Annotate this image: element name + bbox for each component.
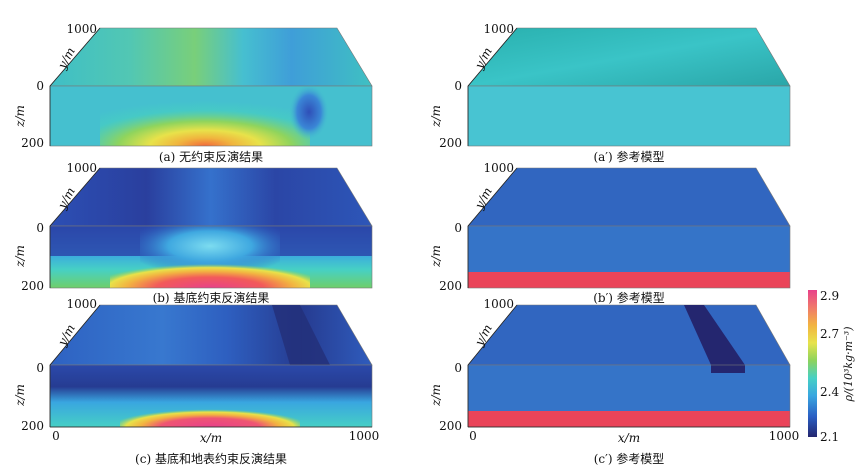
panel-b-top-face [49,167,373,227]
panel-c-prime-surface-bar-front [711,365,745,373]
panel-c-prime-basement [468,411,790,427]
panel-a-prime-y-axis-line [467,27,518,87]
panel-c-prime: 1000 y/m 0 200 z/m 0 1000 x/m (c′) 参考模型 [429,297,799,466]
panel-c: 1000 y/m 0 200 z/m 0 1000 x/m (c) 基底和地表约… [13,297,379,466]
panel-c-prime-x-label: x/m [618,431,640,445]
panel-b-prime: 1000 y/m 0 200 z/m (b′) 参考模型 [429,161,791,305]
panel-c-prime-z-tick-200: 200 [439,419,462,433]
panel-b-prime-y-tick: 1000 [483,161,514,175]
panel-b-prime-z-label: z/m [429,245,443,268]
colorbar-tick-2.4: 2.4 [820,385,839,399]
panel-b-z-label: z/m [13,245,27,268]
colorbar-gradient [808,290,817,437]
panel-b-y-tick: 1000 [66,161,97,175]
colorbar-label: ρ/(10³kg·m⁻³) [842,326,855,402]
panel-a-y-axis-line [49,27,101,87]
panel-b-y-axis-line [49,167,101,227]
panel-a-z-tick-0: 0 [36,79,44,93]
panel-c-prime-y-tick: 1000 [483,297,514,311]
panel-c-top-dark-strip [272,305,330,365]
panel-b: 1000 y/m 0 200 z/m (b) 基底约束反演结果 [13,161,373,305]
panel-c-prime-z-tick-0: 0 [454,361,462,375]
panel-c-z-tick-0: 0 [36,361,44,375]
panel-b-z-tick-0: 0 [36,221,44,235]
panel-c-basement-bulge [120,395,300,427]
panel-c-prime-y-axis-line [467,304,518,366]
panel-c-prime-caption: (c′) 参考模型 [594,451,665,466]
panel-a-z-tick-200: 200 [21,136,44,150]
panel-c-prime-z-label: z/m [429,384,443,407]
panel-a-caption: (a) 无约束反演结果 [159,149,263,164]
panel-b-z-tick-200: 200 [21,279,44,293]
panel-b-prime-front-face [468,226,790,272]
panel-a-top-face [49,27,373,87]
panel-a-prime-caption: (a′) 参考模型 [593,149,664,164]
panel-a-blob [100,86,310,146]
panel-a: 1000 y/m 0 200 z/m (a) 无约束反演结果 [13,22,373,164]
panel-b-prime-z-tick-0: 0 [454,221,462,235]
colorbar: 2.9 2.7 2.4 2.1 ρ/(10³kg·m⁻³) [808,289,855,444]
panel-a-prime-z-label: z/m [429,105,443,128]
panel-c-prime-x-tick-0: 0 [469,429,477,443]
panel-a-prime-front-face [467,85,791,147]
panel-c-prime-front-face [468,373,790,411]
colorbar-tick-2.1: 2.1 [820,430,839,444]
panel-c-y-tick: 1000 [66,297,97,311]
panel-b-prime-y-axis-line [467,167,518,227]
panel-c-x-tick-0: 0 [52,429,60,443]
panel-b-caption: (b) 基底约束反演结果 [153,290,270,305]
panel-a-z-label: z/m [13,105,27,128]
panel-c-prime-x-tick-1000: 1000 [769,429,800,443]
panel-a-prime-top-face [467,27,791,87]
panel-c-z-label: z/m [13,384,27,407]
panel-a-y-tick: 1000 [66,22,97,36]
panel-c-prime-front-upper [468,365,711,373]
panel-c-x-label: x/m [200,431,222,445]
panel-b-prime-top-face [467,167,791,227]
panel-c-z-tick-200: 200 [21,419,44,433]
panel-c-prime-surface-bar-top [684,305,745,365]
panel-b-prime-z-tick-200: 200 [439,279,462,293]
panel-b-prime-basement [468,272,790,288]
panel-a-dark-anomaly [289,84,329,140]
panel-c-prime-top-face [467,304,791,366]
panel-c-x-tick-1000: 1000 [349,429,380,443]
panel-c-prime-front-upper-right [745,365,790,373]
panel-b-basement-bulge [110,248,310,288]
panel-a-prime-y-tick: 1000 [483,22,514,36]
colorbar-tick-2.9: 2.9 [820,289,839,303]
colorbar-tick-2.7: 2.7 [820,327,839,341]
panel-c-y-axis-line [49,304,101,366]
panel-a-prime: 1000 y/m 0 200 z/m (a′) 参考模型 [429,22,791,164]
panel-c-caption: (c) 基底和地表约束反演结果 [135,451,287,466]
panel-a-prime-z-tick-200: 200 [439,136,462,150]
panel-a-prime-z-tick-0: 0 [454,79,462,93]
panel-b-prime-caption: (b′) 参考模型 [593,290,665,305]
